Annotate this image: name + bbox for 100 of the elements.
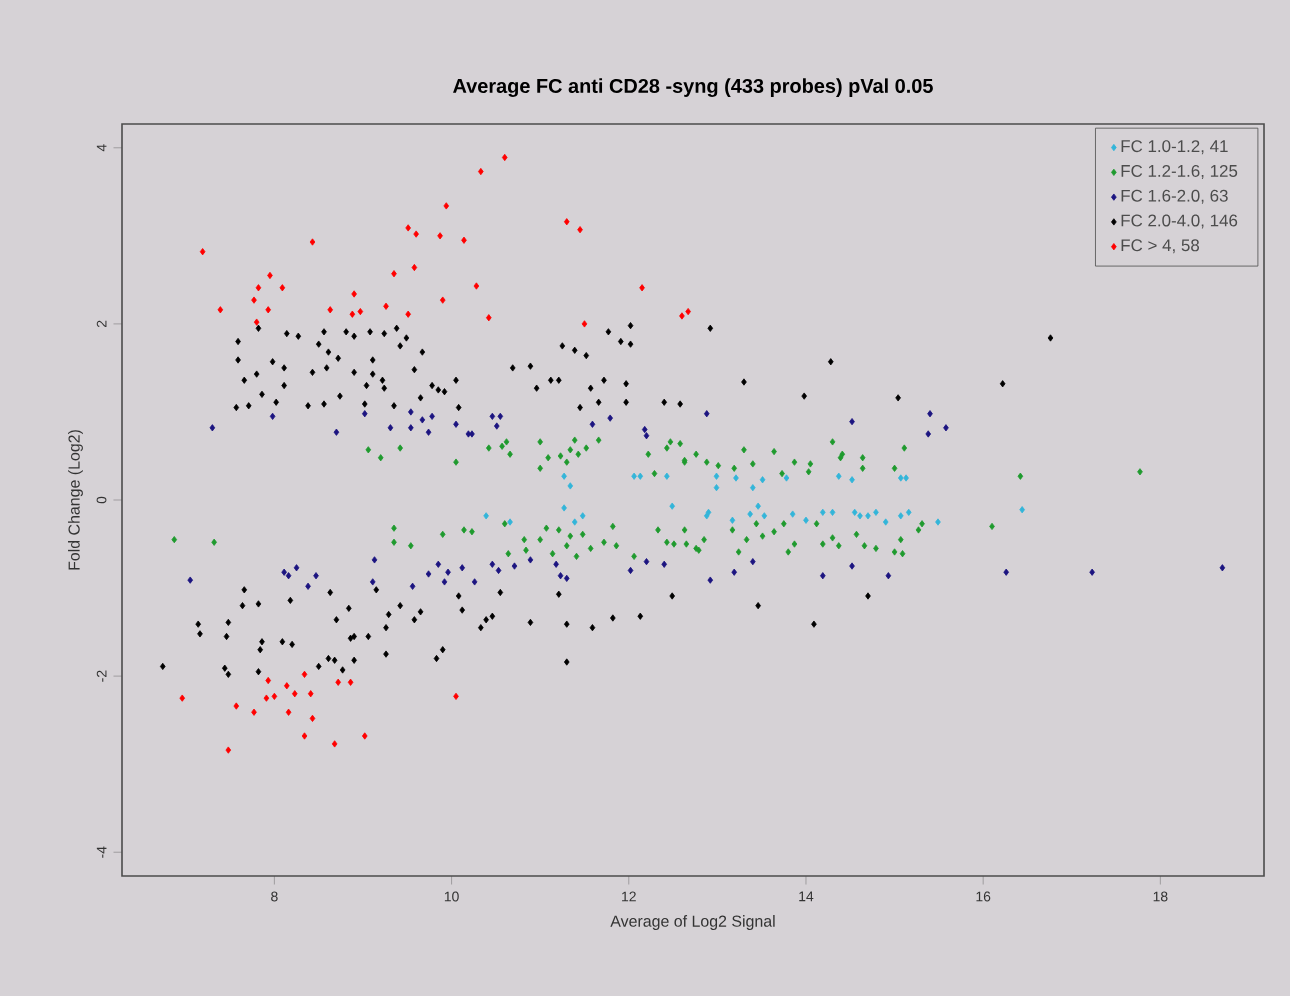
point [581,320,588,328]
point [571,518,578,526]
point [589,420,596,428]
point [750,558,756,566]
point [439,296,446,304]
point [371,556,378,564]
point [885,572,892,580]
point [429,412,435,420]
point [225,746,232,754]
point [789,510,796,518]
point [489,412,496,420]
point [553,560,559,568]
point [643,432,650,440]
point [435,560,442,568]
point [305,582,311,590]
point [557,572,564,580]
point [507,518,513,526]
point [391,270,397,278]
point [679,312,685,320]
point [413,230,419,238]
point [361,732,368,740]
point [882,518,889,526]
point [561,472,567,480]
point [265,676,271,685]
point [755,502,761,510]
point [351,290,357,298]
point [579,512,586,520]
point [411,263,418,272]
point [333,428,340,436]
point [361,410,368,418]
point [459,564,465,572]
point [263,694,270,702]
chart-title: Average FC anti CD28 -syng (433 probes) pVal 0.05 [453,78,933,97]
point [291,690,298,698]
point [567,482,574,490]
point [269,412,276,420]
point [703,410,710,418]
legend-label: FC 1.6-2.0, 63 [1121,189,1228,204]
point [405,224,411,232]
point [495,566,502,575]
point [461,236,467,244]
point [627,566,634,575]
point [251,708,257,716]
point [209,424,216,432]
point [425,428,432,436]
point [253,318,260,326]
legend-label: FC 1.0-1.2, 41 [1121,140,1228,155]
point [465,430,472,438]
point [849,562,855,570]
point [927,410,933,418]
point [501,153,508,162]
point [483,512,489,520]
point [255,284,262,292]
point [327,306,333,314]
point [473,282,480,290]
point [607,414,613,422]
point [803,516,809,524]
point [331,740,338,748]
point [301,670,308,678]
point [489,560,496,568]
point [357,307,364,316]
point [453,692,459,700]
point [851,508,858,516]
point [849,418,855,426]
point [669,502,675,510]
point [279,284,286,292]
point [729,516,736,524]
point [905,508,912,516]
point [631,472,637,480]
point [577,226,583,234]
point [313,572,319,580]
point [873,508,879,516]
point [661,560,667,568]
point [437,232,443,240]
point [707,576,714,584]
point [471,578,478,586]
point [1219,564,1226,572]
point [925,430,932,438]
point [493,422,500,430]
point [265,306,271,314]
point [349,310,356,318]
point [405,310,411,318]
point [408,408,414,416]
point [383,302,389,310]
point [641,425,648,434]
point [369,578,376,586]
point [643,558,650,566]
point [1089,568,1095,576]
point [561,504,567,512]
point [453,420,459,428]
point [251,296,257,304]
point [271,692,278,700]
point [511,562,518,570]
point [293,564,300,572]
point [935,518,941,526]
point [747,510,753,518]
point [478,167,484,176]
point [486,314,492,322]
point [820,508,826,516]
point [335,678,341,686]
